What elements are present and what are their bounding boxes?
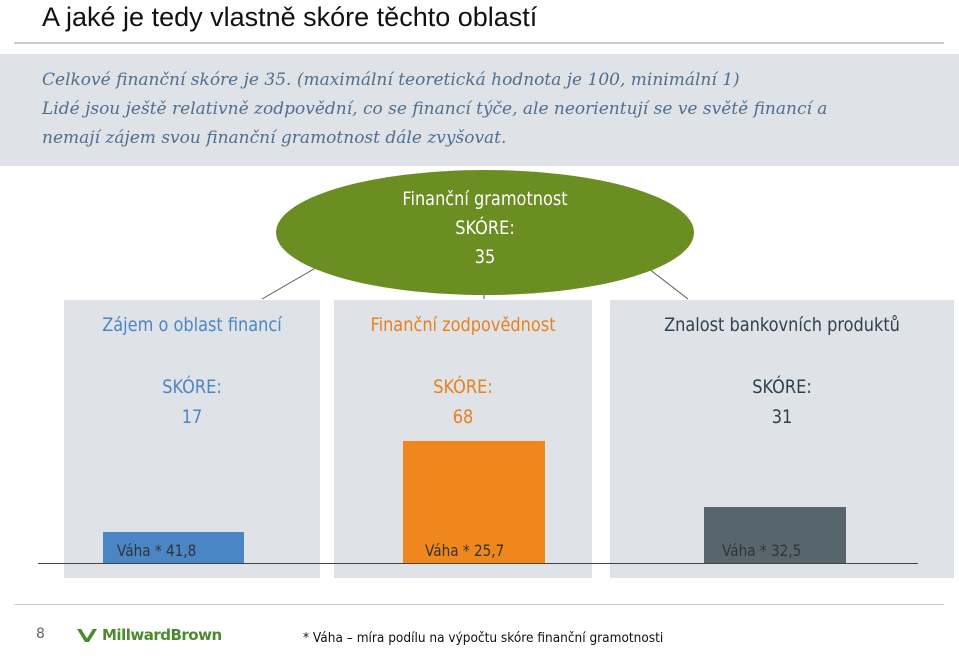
footnote: * Váha – míra podílu na výpočtu skóre fi… <box>303 630 664 646</box>
overall-score-ellipse: Finanční gramotnost SKÓRE: 35 <box>276 170 694 295</box>
area-card-interest: Zájem o oblast financí SKÓRE: 17 <box>64 300 320 578</box>
area-weight-interest: Váha * 41,8 <box>117 541 197 560</box>
area-score-label: SKÓRE: <box>433 376 493 398</box>
area-weight-knowledge: Váha * 32,5 <box>722 541 802 560</box>
logo-text: MillwardBrown <box>102 626 222 644</box>
title-divider <box>14 42 944 44</box>
overall-label: Finanční gramotnost <box>402 188 568 210</box>
area-score-label: SKÓRE: <box>162 376 222 398</box>
area-bar-interest <box>103 532 244 563</box>
area-bar-knowledge <box>704 507 846 563</box>
intro-line-1: Celkové finanční skóre je 35. (maximální… <box>42 70 740 90</box>
footer-divider <box>14 604 944 605</box>
slide-title: A jaké je tedy vlastně skóre těchto obla… <box>42 2 538 32</box>
logo-mark-icon <box>77 628 97 642</box>
area-score-value: 31 <box>771 406 793 428</box>
area-score-label: SKÓRE: <box>752 376 812 398</box>
area-score-value: 17 <box>181 406 203 428</box>
area-score-value: 68 <box>452 406 474 428</box>
bar-baseline <box>38 563 918 564</box>
area-bar-responsibility <box>403 441 545 563</box>
area-weight-responsibility: Váha * 25,7 <box>425 541 505 560</box>
overall-score-label: SKÓRE: <box>455 217 515 239</box>
overall-score-value: 35 <box>474 246 496 268</box>
page-number: 8 <box>36 626 45 642</box>
intro-panel: Celkové finanční skóre je 35. (maximální… <box>0 54 959 166</box>
millwardbrown-logo: MillwardBrown <box>76 626 222 644</box>
area-title: Znalost bankovních produktů <box>664 314 900 336</box>
area-title: Finanční zodpovědnost <box>370 314 556 336</box>
intro-line-3: nemají zájem svou finanční gramotnost dá… <box>42 128 507 148</box>
area-title: Zájem o oblast financí <box>102 314 282 336</box>
intro-line-2: Lidé jsou ještě relativně zodpovědní, co… <box>42 99 828 119</box>
